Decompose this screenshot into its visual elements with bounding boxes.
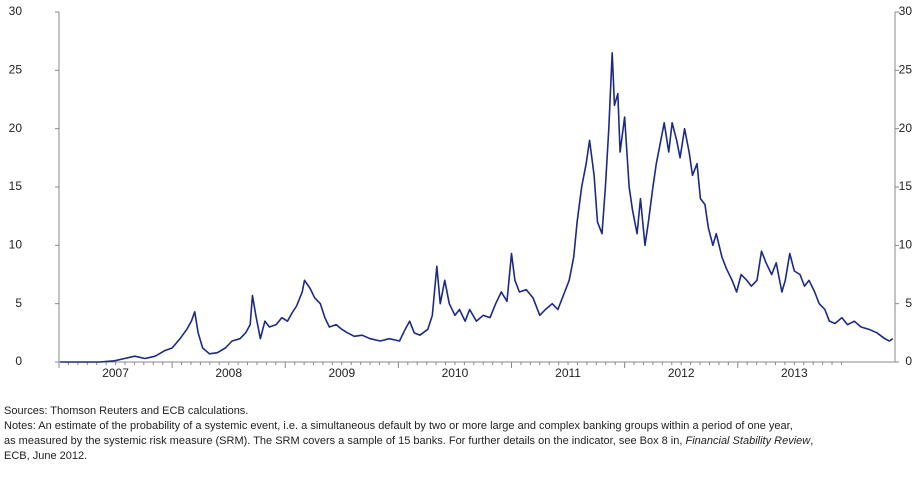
y2-tick-label: 20	[899, 121, 913, 135]
x-tick-label: 2007	[102, 366, 129, 380]
x-tick-label: 2008	[215, 366, 242, 380]
note-line: Notes: An estimate of the probability of…	[4, 420, 793, 432]
y-tick-label: 10	[9, 238, 23, 252]
x-tick-label: 2011	[555, 366, 581, 380]
note-text: ,	[810, 435, 814, 447]
note-italic: Financial Stability Review	[685, 435, 811, 447]
y-tick-label: 15	[9, 179, 23, 193]
x-tick-label: 2012	[668, 366, 695, 380]
y-tick-label: 0	[15, 354, 22, 368]
y-tick-label: 20	[9, 121, 23, 135]
chart: 0 0 5 5 10 10 15 15 20 20 25 25 30 30 2007 2008 2009 2010…	[9, 4, 913, 380]
x-tick-label: 2013	[781, 366, 808, 380]
note-text: as measured by the systemic risk measure…	[4, 435, 683, 447]
y2-tick-label: 15	[899, 179, 913, 193]
y-tick-label: 30	[9, 4, 23, 18]
y2-tick-label: 25	[899, 63, 913, 77]
note-line: ECB, June 2012.	[4, 450, 88, 462]
note-line: as measured by the systemic risk measure…	[4, 434, 916, 449]
notes-block: Sources: Thomson Reuters and ECB calcula…	[4, 404, 916, 464]
x-tick-label: 2009	[328, 366, 355, 380]
y2-tick-label: 0	[905, 354, 912, 368]
sources: Sources: Thomson Reuters and ECB calcula…	[4, 405, 249, 417]
y-tick-label: 5	[15, 296, 22, 310]
series-line	[60, 52, 894, 363]
y2-tick-label: 5	[905, 296, 912, 310]
x-tick-label: 2010	[442, 366, 469, 380]
y-tick-label: 25	[9, 63, 23, 77]
y2-tick-label: 10	[899, 238, 913, 252]
y2-tick-label: 30	[899, 4, 913, 18]
